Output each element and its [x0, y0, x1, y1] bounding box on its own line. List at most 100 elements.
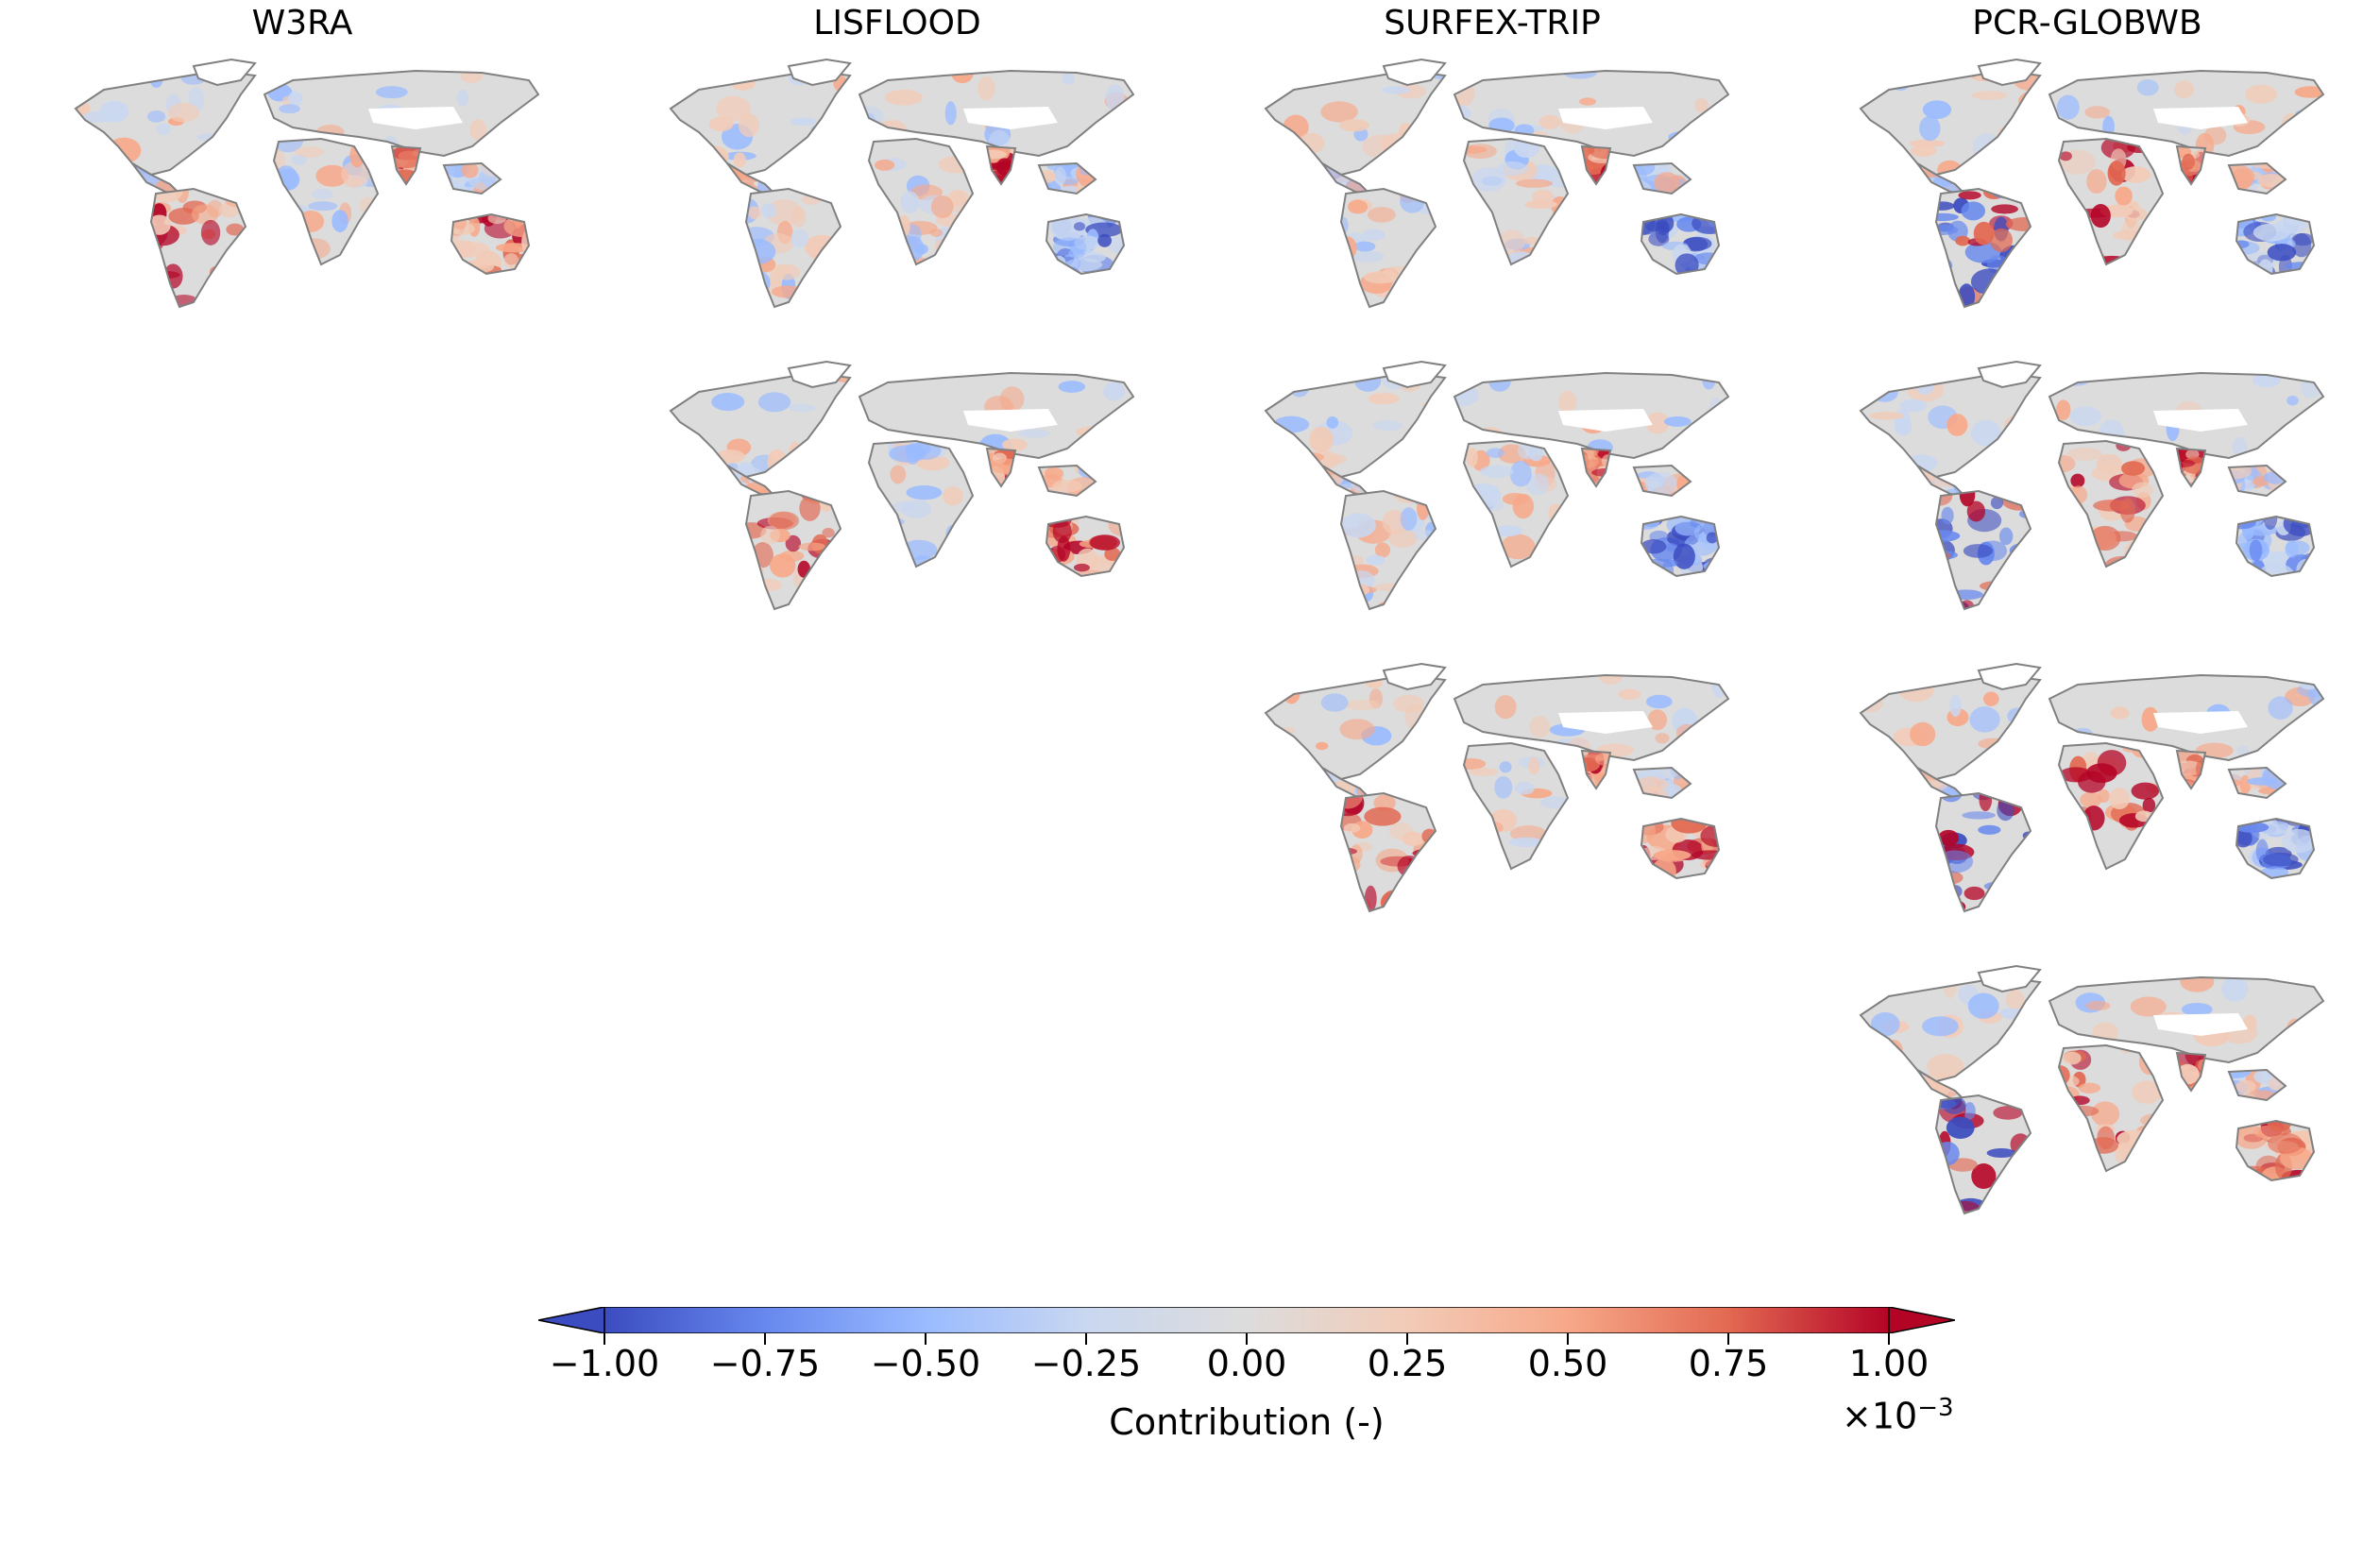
- coastline-au: [1045, 515, 1126, 578]
- colorbar-tick-label: 0.25: [1367, 1343, 1448, 1384]
- coastline-in: [1580, 447, 1612, 488]
- colorbar-max-extend: [1888, 1307, 1955, 1333]
- coastline-af: [1462, 741, 1570, 871]
- coastline-eu: [858, 371, 1135, 460]
- coastline-sa: [1339, 489, 1437, 611]
- land-na: [1861, 71, 2040, 175]
- coastline-sa: [744, 187, 842, 309]
- coastline-sa: [744, 489, 842, 611]
- coastline-au: [1640, 817, 1721, 880]
- coastline-sea: [442, 161, 502, 195]
- coastline-eu: [263, 69, 540, 158]
- coastline-gl: [1977, 58, 2042, 87]
- colorbar-tick-label: 0.00: [1206, 1343, 1287, 1384]
- coastline-in: [390, 144, 422, 186]
- world-map-panel: [633, 52, 1162, 321]
- colorbar-tick-mark: [1246, 1333, 1248, 1345]
- coastline-gl: [1382, 360, 1447, 389]
- coastline-sa: [149, 187, 247, 309]
- world-map-panel: [633, 354, 1162, 623]
- colorbar-tick-mark: [1567, 1333, 1569, 1345]
- land-na: [76, 71, 255, 175]
- coastline-gl: [787, 360, 852, 389]
- colorbar-label: Contribution (-): [1109, 1401, 1385, 1443]
- land-na: [671, 71, 850, 175]
- world-map: [669, 58, 1135, 309]
- contribution-field-af: [1464, 139, 1568, 264]
- colorbar-multiplier: ×10−3: [1842, 1394, 1954, 1437]
- coastline-au: [2235, 1119, 2316, 1182]
- coastline-in: [2175, 144, 2207, 186]
- colorbar-tick-label: 1.00: [1848, 1343, 1930, 1384]
- coastline-in: [2175, 749, 2207, 790]
- coastline-af: [2057, 1043, 2165, 1173]
- coastline-eu: [2048, 673, 2325, 762]
- colorbar-tick-mark: [1888, 1333, 1890, 1345]
- coastline-in: [1580, 749, 1612, 790]
- colorbar-tick-label: −0.75: [709, 1343, 821, 1384]
- world-map-panel: [1823, 52, 2352, 321]
- coastline-af: [2057, 439, 2165, 568]
- no-data-area: [963, 409, 1058, 432]
- world-map: [74, 58, 540, 309]
- column-title-pcr-globwb: PCR-GLOBWB: [1972, 4, 2202, 42]
- world-map-panel: [1823, 354, 2352, 623]
- coastline-eu: [858, 69, 1135, 158]
- coastline-af: [1462, 137, 1570, 266]
- no-data-area: [2153, 1013, 2248, 1036]
- coastline-na: [1859, 673, 2042, 781]
- coastline-sea: [2227, 161, 2287, 195]
- world-map-panel: [38, 52, 567, 321]
- coastline-eu: [1453, 673, 1730, 762]
- coastline-eu: [1453, 371, 1730, 460]
- coastline-in: [985, 144, 1017, 186]
- no-data-area: [1558, 409, 1653, 432]
- coastline-au: [450, 212, 531, 276]
- land-gl: [789, 59, 850, 85]
- no-data-area: [368, 107, 463, 129]
- coastline-au: [1045, 212, 1126, 276]
- coastline-au: [2235, 212, 2316, 276]
- coastline-na: [1264, 69, 1447, 177]
- coastline-eu: [2048, 975, 2325, 1064]
- colorbar-tick-label: 0.75: [1688, 1343, 1769, 1384]
- coastline-sea: [1037, 464, 1097, 498]
- colorbar-tick-label: 0.50: [1527, 1343, 1608, 1384]
- coastline-gl: [1977, 662, 2042, 691]
- land-gl: [1384, 664, 1445, 689]
- coastline-na: [669, 69, 852, 177]
- land-gl: [1979, 362, 2040, 387]
- colorbar-min-extend: [538, 1307, 605, 1333]
- coastline-sea: [1632, 766, 1692, 800]
- coastline-sa: [1339, 791, 1437, 913]
- world-map: [669, 360, 1135, 611]
- coastline-af: [867, 137, 975, 266]
- contribution-field-sea: [2229, 163, 2286, 194]
- colorbar-body: [604, 1307, 1890, 1333]
- coastline-au: [2235, 817, 2316, 880]
- coastline-sea: [2227, 1068, 2287, 1102]
- coastline-sa: [1339, 187, 1437, 309]
- coastline-af: [867, 439, 975, 568]
- column-title-w3ra: W3RA: [251, 4, 353, 42]
- coastline-sea: [1632, 161, 1692, 195]
- coastline-na: [74, 69, 257, 177]
- land-gl: [1384, 362, 1445, 387]
- coastline-au: [1640, 515, 1721, 578]
- coastline-sea: [1037, 161, 1097, 195]
- world-map-panel: [1228, 656, 1757, 925]
- world-map-panel: [1823, 958, 2352, 1228]
- colorbar-tick-mark: [604, 1333, 605, 1345]
- land-gl: [1979, 966, 2040, 992]
- coastline-af: [1462, 439, 1570, 568]
- no-data-area: [1558, 711, 1653, 734]
- no-data-area: [1558, 107, 1653, 129]
- colorbar-tick-label: −0.25: [1030, 1343, 1142, 1384]
- coastline-eu: [1453, 69, 1730, 158]
- coastline-sa: [1934, 1094, 2032, 1215]
- column-title-surfex-trip: SURFEX-TRIP: [1384, 4, 1601, 42]
- coastline-na: [1859, 975, 2042, 1083]
- coastline-au: [2235, 515, 2316, 578]
- land-na: [1861, 675, 2040, 779]
- world-map: [1859, 360, 2325, 611]
